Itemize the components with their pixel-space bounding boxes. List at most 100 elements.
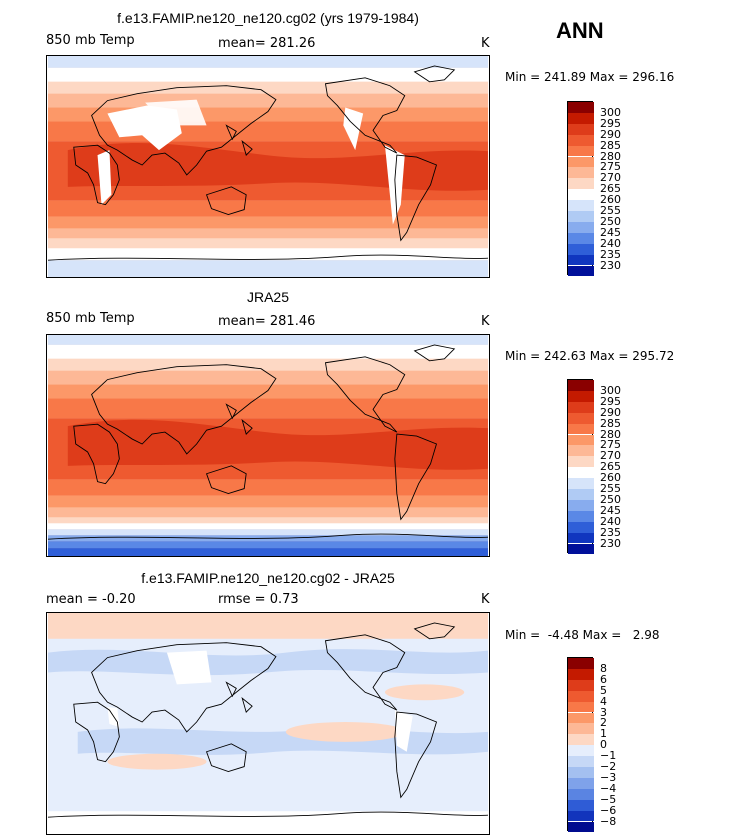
colorbar-tick-label: 285 <box>600 416 621 430</box>
temperature-map <box>46 334 490 557</box>
colorbar-tick-label: 295 <box>600 116 621 130</box>
colorbar-swatch <box>568 767 594 778</box>
colorbar-tick-label: 4 <box>600 694 607 708</box>
colorbar-tick-label: −5 <box>600 792 617 806</box>
colorbar-tick-label: 275 <box>600 438 621 452</box>
units-label: K <box>481 36 490 51</box>
min-max-label: Min = 242.63 Max = 295.72 <box>505 349 675 363</box>
colorbar-swatch <box>568 254 594 266</box>
panel-title: f.e13.FAMIP.ne120_ne120.cg02 (yrs 1979-1… <box>117 10 419 26</box>
colorbar-swatch <box>568 543 594 555</box>
panel-title: JRA25 <box>246 289 290 305</box>
colorbar-swatch <box>568 232 594 244</box>
colorbar-swatch <box>568 658 594 669</box>
colorbar-swatch <box>568 821 594 833</box>
colorbar-tick-label: 245 <box>600 503 621 517</box>
colorbar-tick-label: 260 <box>600 471 621 485</box>
colorbar-swatch <box>568 489 594 500</box>
colorbar-swatch <box>568 679 594 691</box>
colorbar-tick-label: 260 <box>600 193 621 207</box>
colorbar-swatch <box>568 200 594 211</box>
colorbar-swatch <box>568 701 594 713</box>
colorbar-tick-label: 255 <box>600 482 621 495</box>
colorbar-swatch <box>568 112 594 124</box>
colorbar-swatch <box>568 167 594 179</box>
colorbar-tick-label: 245 <box>600 225 621 239</box>
colorbar-swatch <box>568 456 594 468</box>
colorbar-tick-label: −6 <box>600 803 617 817</box>
mean-label: mean = -0.20 <box>46 592 136 607</box>
rmse-label: rmse = 0.73 <box>218 592 299 607</box>
colorbar-tick-label: −8 <box>600 814 617 828</box>
colorbar-tick-label: 300 <box>600 383 621 397</box>
temperature-map <box>46 55 490 278</box>
colorbar-tick-label: 280 <box>600 149 621 163</box>
colorbar-swatch <box>568 178 594 190</box>
colorbar-tick-label: 8 <box>600 661 607 675</box>
colorbar-tick-label: 2 <box>600 716 607 730</box>
colorbar-swatch <box>568 690 594 702</box>
colorbar-tick-label: 295 <box>600 394 621 408</box>
colorbar-swatch <box>568 810 594 822</box>
colorbar: 300 295 290 285 280 275 270 265 260 255 250 245 240 2… <box>567 101 621 277</box>
colorbar-swatch <box>568 265 594 277</box>
colorbar-tick-label: 235 <box>600 247 621 261</box>
colorbar: 8 6 5 4 3 2 1 0 −1 −2 −3 −4 −5 −6 −8 <box>567 657 616 833</box>
min-max-label: Min = -4.48 Max = 2.98 <box>505 628 660 642</box>
difference-map <box>46 612 490 835</box>
colorbar-swatch <box>568 102 594 113</box>
colorbar-tick-label: 250 <box>600 214 621 228</box>
colorbar-tick-label: 240 <box>600 514 621 528</box>
colorbar-swatch <box>568 390 594 402</box>
colorbar-tick-label: 230 <box>600 258 621 272</box>
colorbar-swatch <box>568 668 594 680</box>
colorbar-swatch <box>568 423 594 435</box>
colorbar-tick-label: 270 <box>600 171 621 185</box>
colorbar-tick-label: 270 <box>600 449 621 463</box>
colorbar-swatch <box>568 401 594 413</box>
colorbar-tick-label: 265 <box>600 460 621 474</box>
colorbar-tick-label: 1 <box>600 727 607 741</box>
colorbar-tick-label: 265 <box>600 182 621 196</box>
colorbar-tick-label: 300 <box>600 105 621 119</box>
colorbar: 300 295 290 285 280 275 270 265 260 255 250 245 240 2… <box>567 379 621 555</box>
colorbar-swatch <box>568 521 594 533</box>
colorbar-swatch <box>568 734 594 746</box>
colorbar-tick-label: 230 <box>600 536 621 550</box>
units-label: K <box>481 314 490 329</box>
colorbar-swatch <box>568 532 594 544</box>
colorbar-tick-label: −3 <box>600 770 617 784</box>
colorbar-swatch <box>568 756 594 767</box>
panel-title: f.e13.FAMIP.ne120_ne120.cg02 - JRA25 <box>141 570 395 586</box>
colorbar-swatch <box>568 211 594 222</box>
colorbar-swatch <box>568 788 594 800</box>
colorbar-tick-label: 285 <box>600 138 621 152</box>
colorbar-swatch <box>568 723 594 735</box>
colorbar-tick-label: 275 <box>600 160 621 174</box>
variable-label: 850 mb Temp <box>46 311 135 326</box>
colorbar-swatch <box>568 134 594 146</box>
colorbar-tick-label: 240 <box>600 236 621 250</box>
colorbar-swatch <box>568 412 594 424</box>
colorbar-tick-label: 0 <box>600 738 607 752</box>
colorbar-tick-label: 5 <box>600 683 607 697</box>
colorbar-swatch <box>568 499 594 511</box>
units-label: K <box>481 592 490 607</box>
colorbar-swatch <box>568 712 594 724</box>
colorbar-tick-label: 290 <box>600 127 621 141</box>
colorbar-swatch <box>568 123 594 135</box>
colorbar-swatch <box>568 145 594 157</box>
mean-label: mean= 281.46 <box>218 314 316 329</box>
colorbar-tick-label: −2 <box>600 760 617 773</box>
colorbar-swatch <box>568 189 594 201</box>
colorbar-tick-label: −4 <box>600 781 617 795</box>
colorbar-tick-label: 290 <box>600 405 621 419</box>
colorbar-swatch <box>568 777 594 789</box>
colorbar-swatch <box>568 510 594 522</box>
min-max-label: Min = 241.89 Max = 296.16 <box>505 70 675 84</box>
season-label: ANN <box>556 18 604 43</box>
colorbar-swatch <box>568 467 594 479</box>
colorbar-tick-label: 235 <box>600 525 621 539</box>
colorbar-swatch <box>568 221 594 233</box>
colorbar-swatch <box>568 799 594 811</box>
